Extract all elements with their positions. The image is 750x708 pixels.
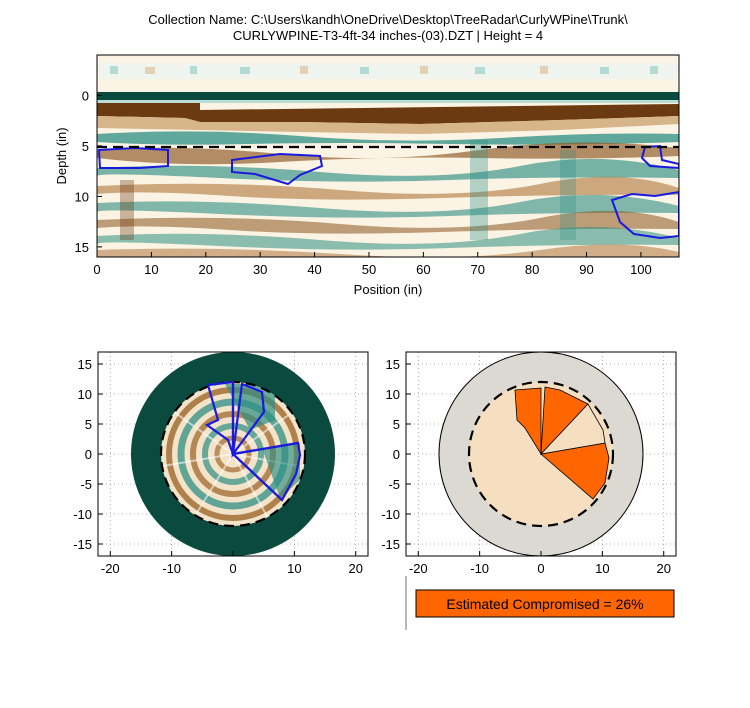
radargram-xtick-label: 50 [362, 262, 376, 277]
radargram-surface-dots [110, 66, 658, 74]
summary-box [415, 589, 675, 618]
radargram-xtick-label: 10 [144, 262, 158, 277]
compromised-region-4 [610, 190, 679, 240]
tomogram-xtick-label: -10 [162, 561, 181, 576]
radargram-xtick-label: 100 [630, 262, 652, 277]
compromise-xtick-label: 10 [595, 561, 609, 576]
tomogram-ytick-label: 15 [78, 357, 92, 372]
radargram-xtick-label: 80 [525, 262, 539, 277]
radargram-ytick-label: 0 [82, 88, 89, 103]
tomogram-xtick-label: 10 [287, 561, 301, 576]
summary-text: Estimated Compromised = 26% [446, 596, 643, 612]
radargram-ytick-label: 5 [82, 139, 89, 154]
radargram-xtick-label: 20 [199, 262, 213, 277]
radargram-chart: 0 10 20 30 40 50 60 70 80 90 100 0 5 10 15 Position (i… [54, 54, 680, 297]
tomogram-ytick-label: 10 [78, 387, 92, 402]
tomogram-ytick-label: 0 [85, 447, 92, 462]
compromise-sector-4 [539, 403, 606, 455]
compromise-ticks: -20 -10 0 10 20 15 10 5 0 -5 -10 -15 [381, 357, 671, 576]
radargram-ticks: 0 10 20 30 40 50 60 70 80 90 100 0 5 10 15 [75, 88, 652, 277]
compromise-ytick-label: -15 [381, 537, 400, 552]
compromise-chart: -20 -10 0 10 20 15 10 5 0 -5 -10 -15 [381, 351, 677, 576]
radargram-surface-reflection [97, 92, 679, 100]
figure-title-line2: CURLYWPINE-T3-4ft-34 inches-(03).DZT | H… [233, 28, 543, 43]
tomogram-ytick-label: 5 [85, 417, 92, 432]
compromise-ytick-label: 15 [386, 357, 400, 372]
radargram-xtick-label: 60 [416, 262, 430, 277]
compromise-inner-boundary [467, 380, 615, 528]
figure-title-line1: Collection Name: C:\Users\kandh\OneDrive… [148, 12, 628, 27]
compromise-xtick-label: 0 [537, 561, 544, 576]
radargram-frame [96, 54, 680, 258]
compromise-sector-1 [514, 387, 542, 456]
tomogram-ytick-label: -10 [73, 507, 92, 522]
compromise-ytick-label: 10 [386, 387, 400, 402]
tomogram-ytick-label: -5 [80, 477, 92, 492]
compromise-ytick-label: 5 [393, 417, 400, 432]
radargram-xtick-label: 30 [253, 262, 267, 277]
tomogram-xtick-label: 20 [348, 561, 362, 576]
compromise-xtick-label: 20 [656, 561, 670, 576]
radargram-xtick-label: 40 [307, 262, 321, 277]
compromise-sectors [514, 386, 610, 500]
compromise-ytick-label: -10 [381, 507, 400, 522]
radargram-xtick-label: 90 [579, 262, 593, 277]
radargram-xtick-label: 70 [471, 262, 485, 277]
radargram-surface-band [97, 63, 679, 79]
tomogram-chart: -20 -10 0 10 20 15 10 5 0 -5 -10 -15 [73, 351, 369, 576]
compromised-region-3 [640, 144, 679, 170]
tomogram-ticks: -20 -10 0 10 20 15 10 5 0 -5 -10 -15 [73, 357, 363, 576]
radargram-brown-band [97, 103, 679, 124]
radargram-image [97, 63, 679, 257]
radargram-ytick-label: 10 [75, 189, 89, 204]
radargram-xtick-label: 0 [93, 262, 100, 277]
compromise-ytick-label: -5 [388, 477, 400, 492]
compromised-region-2 [231, 152, 324, 186]
radargram-ylabel: Depth (in) [54, 127, 69, 184]
compromise-xtick-label: -10 [470, 561, 489, 576]
tomogram-ytick-label: -15 [73, 537, 92, 552]
radargram-xlabel: Position (in) [354, 282, 423, 297]
tomogram-xtick-label: -20 [101, 561, 120, 576]
compromise-xtick-label: -20 [409, 561, 428, 576]
compromise-ytick-label: 0 [393, 447, 400, 462]
radargram-ytick-label: 15 [75, 240, 89, 255]
tomogram-xtick-label: 0 [229, 561, 236, 576]
